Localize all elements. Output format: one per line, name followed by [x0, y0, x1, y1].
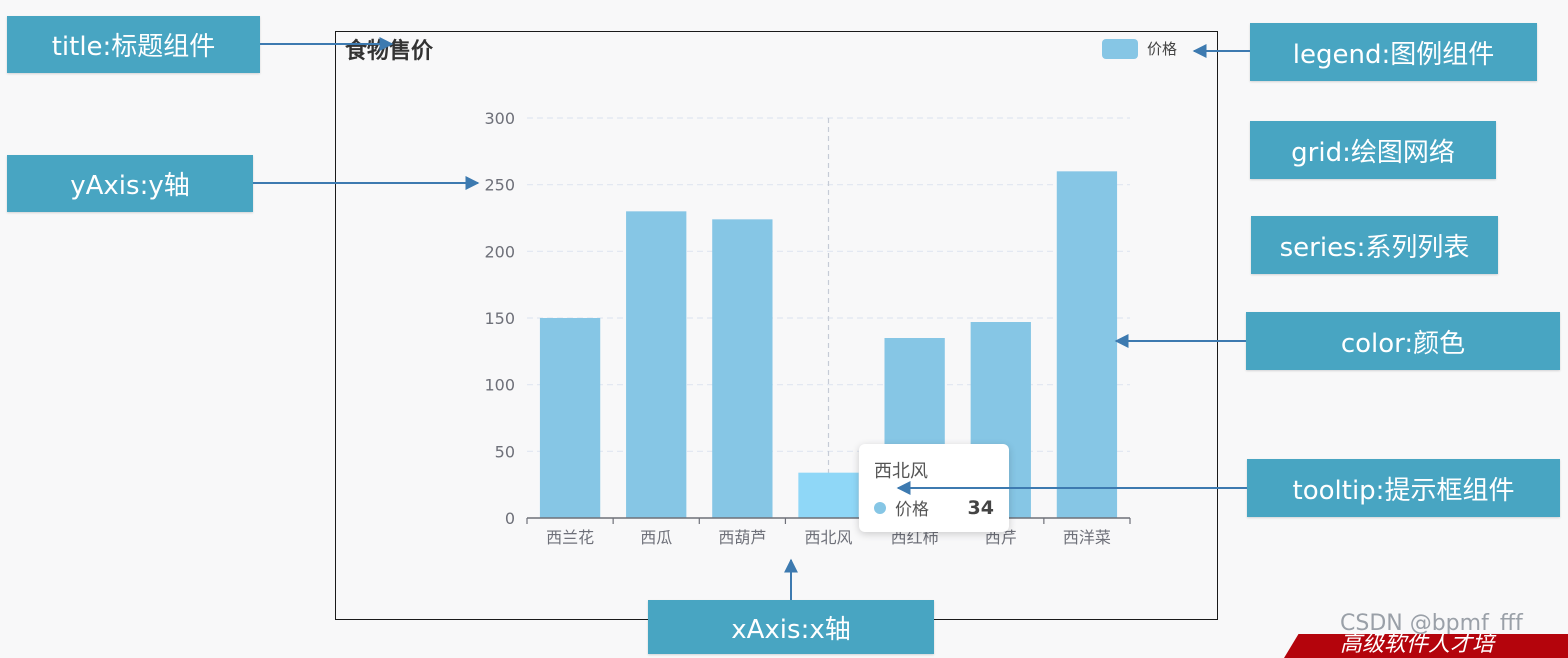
- callout-yaxis: yAxis:y轴: [7, 155, 253, 212]
- x-tick-label: 西红柿: [891, 528, 939, 547]
- watermark: CSDN @bpmf_fff: [1340, 611, 1523, 636]
- x-tick-label: 西北风: [804, 528, 852, 547]
- tooltip-marker-icon: [874, 501, 886, 514]
- x-tick-label: 西芹: [985, 528, 1017, 547]
- callout-grid: grid:绘图网络: [1250, 121, 1496, 179]
- x-tick-label: 西瓜: [640, 528, 672, 547]
- x-tick-label: 西葫芦: [718, 528, 766, 547]
- bar-西瓜: [626, 211, 687, 519]
- y-axis-ticks: 0 50 100 150 200 250 300: [484, 109, 515, 528]
- tooltip-row: 价格 34: [874, 495, 994, 520]
- callout-title: title:标题组件: [7, 16, 260, 73]
- chart-title: 食物售价: [345, 39, 434, 64]
- bars: [539, 171, 1118, 519]
- callout-color: color:颜色: [1246, 312, 1560, 370]
- banner: 高级软件人才培: [1284, 634, 1568, 658]
- x-tick-label: 西洋菜: [1063, 528, 1111, 547]
- callout-xaxis: xAxis:x轴: [648, 600, 934, 654]
- y-tick-label: 0: [505, 509, 515, 528]
- y-tick-label: 250: [484, 176, 515, 195]
- x-tick-label: 西兰花: [546, 528, 594, 547]
- callout-legend: legend:图例组件: [1250, 23, 1537, 81]
- y-tick-label: 50: [495, 442, 515, 461]
- legend-swatch: [1102, 38, 1138, 59]
- bar-西兰花: [539, 318, 601, 518]
- y-tick-label: 150: [484, 309, 515, 328]
- bar-西北风: [798, 472, 859, 518]
- callout-tooltip: tooltip:提示框组件: [1247, 459, 1560, 517]
- bar-西洋菜: [1056, 171, 1118, 519]
- y-tick-label: 100: [484, 376, 515, 395]
- bar-西葫芦: [712, 219, 773, 519]
- legend[interactable]: 价格: [1102, 38, 1177, 59]
- y-tick-label: 200: [484, 242, 515, 261]
- tooltip: 西北风 价格 34: [859, 444, 1009, 532]
- tooltip-title: 西北风: [874, 461, 928, 482]
- tooltip-series-name: 价格: [895, 500, 929, 520]
- callout-series: series:系列列表: [1251, 216, 1498, 274]
- y-tick-label: 300: [484, 109, 515, 128]
- tooltip-value: 34: [967, 496, 994, 519]
- x-axis: 西兰花 西瓜 西葫芦 西北风 西红柿 西芹 西洋菜: [526, 517, 1131, 547]
- legend-label: 价格: [1147, 40, 1178, 58]
